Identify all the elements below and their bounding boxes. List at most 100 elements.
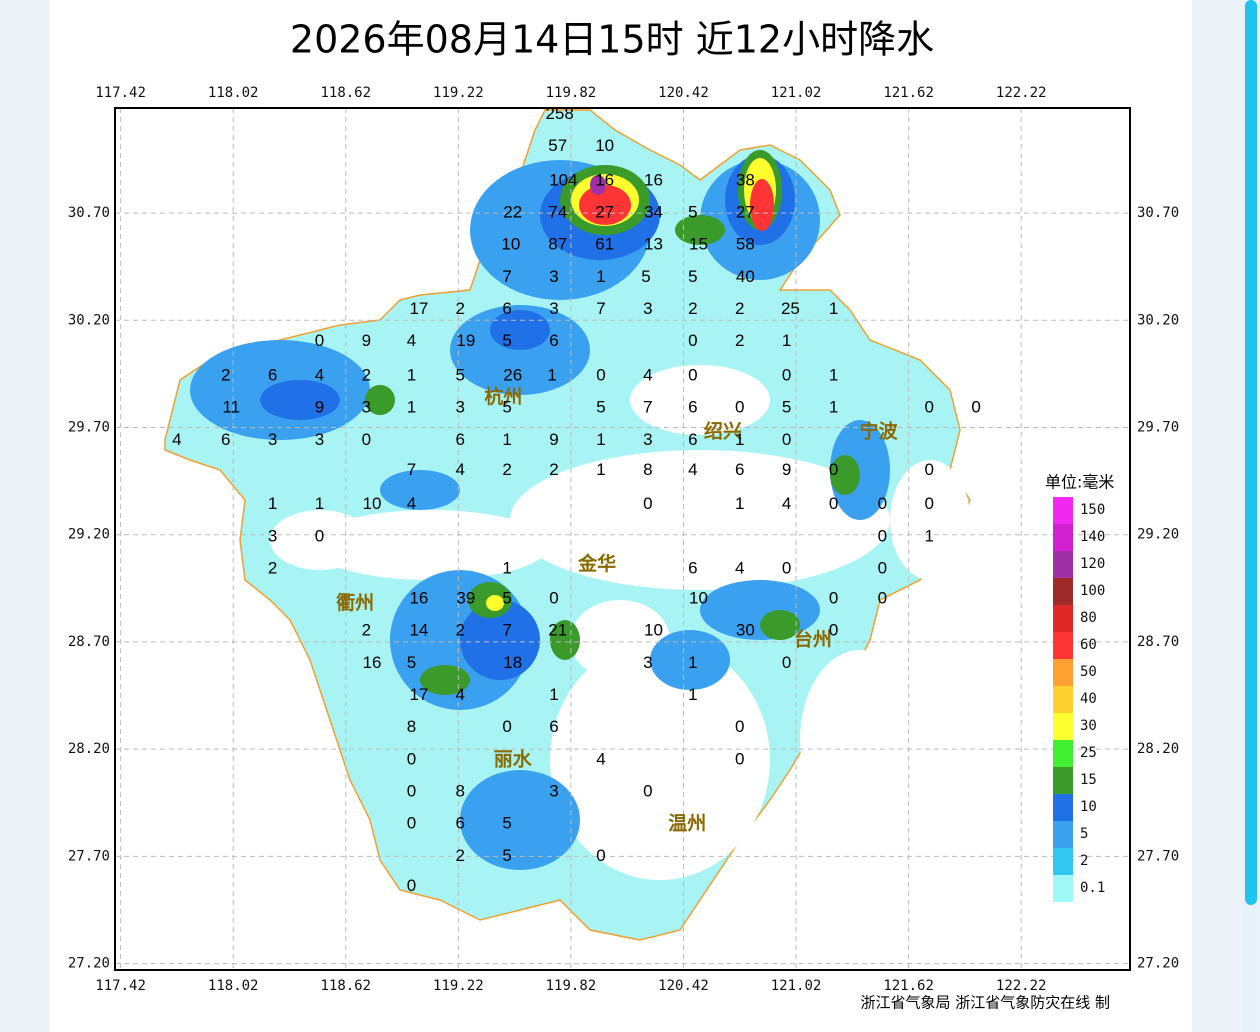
rain-area <box>550 640 770 880</box>
legend-label: 30 <box>1080 718 1097 734</box>
rain-area <box>800 650 920 830</box>
rain-area <box>260 380 340 420</box>
station-value: 1 <box>549 685 558 704</box>
legend-label: 40 <box>1080 691 1097 707</box>
station-value: 5 <box>688 267 697 286</box>
x-tick-label-bottom: 121.02 <box>771 978 822 994</box>
station-value: 7 <box>643 398 652 417</box>
station-value: 6 <box>455 430 464 449</box>
city-label: 温州 <box>668 813 706 835</box>
station-value: 1 <box>407 366 416 385</box>
station-value: 2 <box>688 299 697 318</box>
station-value: 0 <box>549 589 558 608</box>
rain-area <box>830 455 860 495</box>
station-value: 16 <box>644 170 663 189</box>
map-frame <box>114 107 1131 971</box>
legend-swatch <box>1053 605 1073 632</box>
station-value: 7 <box>502 267 511 286</box>
station-value: 6 <box>688 430 697 449</box>
station-value: 0 <box>643 782 652 801</box>
y-tick-label-left: 30.70 <box>68 205 110 221</box>
station-value: 9 <box>782 460 791 479</box>
legend-title: 单位:毫米 <box>1045 473 1114 492</box>
rain-area <box>510 450 890 590</box>
legend-swatch <box>1053 767 1073 794</box>
station-value: 6 <box>455 814 464 833</box>
station-value: 1 <box>782 331 791 350</box>
station-value: 2 <box>455 299 464 318</box>
station-value: 0 <box>315 526 324 545</box>
station-value: 1 <box>688 653 697 672</box>
station-value: 6 <box>735 460 744 479</box>
station-value: 4 <box>782 494 791 513</box>
station-value: 0 <box>878 526 887 545</box>
station-value: 3 <box>549 299 558 318</box>
station-value: 3 <box>643 653 652 672</box>
station-value: 0 <box>782 653 791 672</box>
station-value: 0 <box>925 460 934 479</box>
station-value: 0 <box>407 749 416 768</box>
station-value: 0 <box>829 460 838 479</box>
station-value: 4 <box>688 460 697 479</box>
station-value: 1 <box>407 398 416 417</box>
legend-label: 100 <box>1080 583 1105 599</box>
title: 2026年08月14日15时 近12小时降水 <box>290 18 934 62</box>
y-tick-label-right: 27.70 <box>1137 848 1179 864</box>
rain-area <box>750 179 774 231</box>
station-value: 74 <box>548 203 567 222</box>
legend-swatch <box>1053 686 1073 713</box>
station-value: 2 <box>221 366 230 385</box>
station-value: 0 <box>925 494 934 513</box>
x-tick-label-bottom: 121.62 <box>883 978 934 994</box>
rain-area <box>630 365 770 435</box>
station-value: 0 <box>407 814 416 833</box>
station-value: 0 <box>362 430 371 449</box>
station-value: 0 <box>878 559 887 578</box>
station-value: 5 <box>502 814 511 833</box>
station-value: 6 <box>502 299 511 318</box>
station-value: 11 <box>222 398 240 417</box>
x-tick-label-bottom: 120.42 <box>658 978 709 994</box>
station-value: 1 <box>829 398 838 417</box>
station-value: 6 <box>549 331 558 350</box>
legend-swatch <box>1053 740 1073 767</box>
station-value: 6 <box>221 430 230 449</box>
legend-label: 2 <box>1080 853 1088 869</box>
legend-label: 5 <box>1080 826 1088 842</box>
station-value: 10 <box>501 235 520 254</box>
station-value: 0 <box>596 366 605 385</box>
x-tick-label-bottom: 118.62 <box>320 978 371 994</box>
city-label: 台州 <box>794 627 832 650</box>
station-value: 5 <box>502 331 511 350</box>
rain-area <box>760 610 800 640</box>
station-value: 0 <box>971 398 980 417</box>
y-tick-label-left: 29.20 <box>68 527 110 543</box>
legend-swatch <box>1053 551 1073 578</box>
legend-swatch <box>1053 848 1073 875</box>
station-value: 5 <box>782 398 791 417</box>
y-tick-label-right: 30.70 <box>1137 205 1179 221</box>
y-tick-label-right: 29.20 <box>1137 527 1179 543</box>
y-tick-label-right: 30.20 <box>1137 312 1179 328</box>
x-tick-label-top: 119.22 <box>433 85 484 101</box>
station-value: 5 <box>502 398 511 417</box>
station-value: 6 <box>688 398 697 417</box>
station-value: 1 <box>735 494 744 513</box>
station-value: 2 <box>502 460 511 479</box>
station-value: 3 <box>455 398 464 417</box>
station-value: 27 <box>736 203 755 222</box>
y-tick-label-left: 27.70 <box>68 848 110 864</box>
station-value: 4 <box>643 366 652 385</box>
station-value: 0 <box>878 589 887 608</box>
x-tick-label-top: 119.82 <box>546 85 597 101</box>
legend-label: 60 <box>1080 637 1097 653</box>
station-value: 3 <box>268 430 277 449</box>
city-label: 杭州 <box>484 385 522 408</box>
scroll-thumb[interactable] <box>1245 0 1257 905</box>
x-tick-label-top: 122.22 <box>996 85 1047 101</box>
rain-area <box>460 770 580 870</box>
city-label: 丽水 <box>494 748 533 770</box>
station-value: 16 <box>363 653 382 672</box>
station-value: 0 <box>407 876 416 895</box>
station-value: 10 <box>689 589 708 608</box>
